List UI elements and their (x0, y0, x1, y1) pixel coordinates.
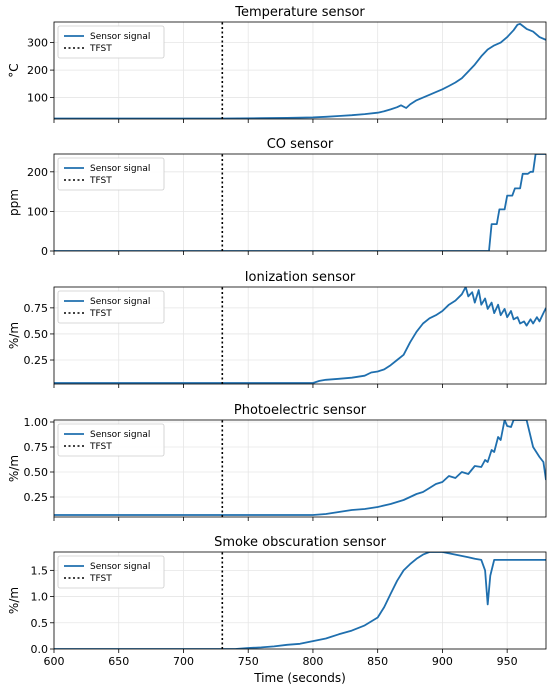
legend-box (57, 423, 165, 457)
y-tick-label: 200 (27, 64, 48, 77)
legend-entry-label: TFST (89, 442, 112, 452)
y-tick-label: 1.0 (31, 591, 49, 604)
y-tick-label: 0 (41, 245, 48, 258)
y-tick-label: 1.00 (24, 416, 49, 429)
axes-frame (53, 153, 547, 252)
y-axis-label: %/m (7, 587, 21, 614)
legend-entry-label: TFST (89, 574, 112, 584)
sensor-signal-line (54, 22, 546, 119)
legend-box (57, 25, 165, 59)
y-axis-label: %/m (7, 322, 21, 349)
x-tick-label: 950 (497, 655, 518, 668)
panel-title: Temperature sensor (234, 5, 365, 20)
x-tick-label: 850 (367, 655, 388, 668)
y-tick-label: 300 (27, 37, 48, 50)
legend-entry-label: Sensor signal (90, 430, 150, 440)
legend: Sensor signal TFST (57, 423, 165, 457)
legend-entry-label: TFST (89, 176, 112, 186)
sensor-signal-line (54, 420, 546, 516)
y-tick-label: 0.25 (24, 354, 49, 367)
axes-frame (53, 21, 547, 120)
y-axis-label: °C (7, 63, 21, 77)
legend: Sensor signal TFST (57, 25, 165, 59)
legend-entry-label: TFST (89, 309, 112, 319)
sensor-signal-line (54, 154, 546, 251)
y-tick-label: 1.5 (31, 564, 49, 577)
y-tick-label: 0.75 (24, 302, 49, 315)
y-tick-label: 0.0 (31, 643, 49, 656)
legend-box (57, 555, 165, 589)
y-tick-label: 0.25 (24, 491, 49, 504)
legend: Sensor signal TFST (57, 157, 165, 191)
x-tick-label: 750 (238, 655, 259, 668)
axes-frame (53, 419, 547, 518)
y-tick-label: 200 (27, 166, 48, 179)
x-tick-label: 900 (432, 655, 453, 668)
panel-5: 0.0 0.5 1.0 1.5 600 650 700 750 800 850 900 950 Smok… (7, 535, 547, 668)
y-axis-label: ppm (7, 189, 21, 216)
panel-3: 0.25 0.50 0.75 Ionization sensor %/m Sensor s… (7, 270, 547, 388)
x-tick-label: 700 (173, 655, 194, 668)
y-tick-label: 100 (27, 205, 48, 218)
panel-title: Photoelectric sensor (234, 403, 367, 418)
legend: Sensor signal TFST (57, 555, 165, 589)
panel-1: 100 200 300 Temperature sensor °C Sensor sign… (7, 5, 547, 123)
x-tick-label: 600 (44, 655, 65, 668)
panel-2: 0 100 200 CO sensor ppm Sensor signal TFST (7, 137, 547, 258)
x-axis-label: Time (seconds) (253, 671, 346, 685)
panel-title: Ionization sensor (245, 270, 356, 285)
panel-4: 0.25 0.50 0.75 1.00 Photoelectric sensor %/m S… (7, 403, 547, 521)
y-tick-label: 0.75 (24, 441, 49, 454)
legend-entry-label: Sensor signal (90, 32, 150, 42)
y-axis-label: %/m (7, 455, 21, 482)
sensor-signal-line (54, 552, 546, 649)
legend: Sensor signal TFST (57, 290, 165, 324)
panel-title: CO sensor (267, 137, 334, 152)
x-tick-label: 800 (302, 655, 323, 668)
panel-title: Smoke obscuration sensor (214, 535, 387, 550)
axes-frame (53, 551, 547, 650)
y-tick-label: 100 (27, 92, 48, 105)
legend-entry-label: Sensor signal (90, 164, 150, 174)
legend-box (57, 290, 165, 324)
legend-entry-label: TFST (89, 44, 112, 54)
legend-entry-label: Sensor signal (90, 562, 150, 572)
x-tick-label: 650 (108, 655, 129, 668)
y-tick-label: 0.50 (24, 328, 49, 341)
axes-frame (53, 286, 547, 385)
legend-box (57, 157, 165, 191)
y-tick-label: 0.5 (31, 617, 49, 630)
y-tick-label: 0.50 (24, 466, 49, 479)
legend-entry-label: Sensor signal (90, 297, 150, 307)
sensor-signal-line (54, 287, 546, 384)
